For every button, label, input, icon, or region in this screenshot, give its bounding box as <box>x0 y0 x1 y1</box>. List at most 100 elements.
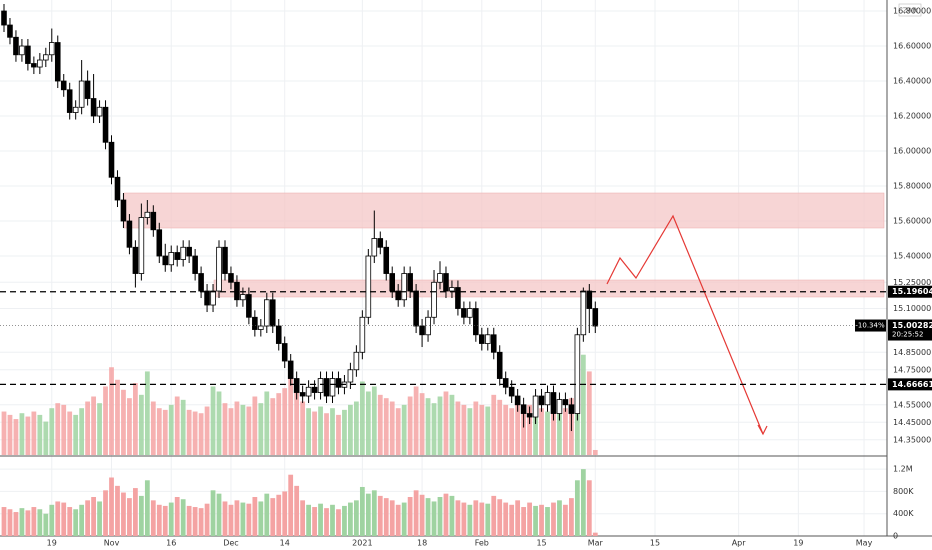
candle-body <box>365 255 372 318</box>
candle-body <box>562 399 569 406</box>
candle-body <box>210 290 216 306</box>
volume-bar <box>401 502 407 536</box>
volume-bar <box>156 504 162 536</box>
volume-bar-overlay <box>521 411 527 455</box>
volume-bar <box>574 480 580 536</box>
candle-body <box>275 325 282 344</box>
volume-bar-overlay <box>359 381 365 455</box>
candle-body <box>538 395 545 406</box>
volume-bar-overlay <box>43 421 49 455</box>
level-tag <box>888 285 932 298</box>
volume-bar <box>97 501 102 536</box>
volume-bar <box>180 499 186 536</box>
candle-body <box>389 273 396 292</box>
volume-bar <box>353 500 359 536</box>
volume-bar <box>73 509 79 536</box>
volume-bar <box>162 505 168 536</box>
x-tick-label: 19 <box>793 539 803 548</box>
candle-body <box>401 273 407 301</box>
candle-body <box>78 80 85 108</box>
volume-bar <box>198 508 204 536</box>
volume-bar-overlay <box>288 363 294 455</box>
volume-bar-overlay <box>503 404 509 455</box>
volume-bar <box>413 490 419 536</box>
volume-bar <box>121 492 126 536</box>
candle-body <box>132 246 139 274</box>
volume-bar <box>1 507 7 536</box>
volume-bar <box>43 513 49 536</box>
y-tick-label: 16.40000 <box>893 77 931 86</box>
volume-tick-label: 0 <box>893 532 898 541</box>
volume-bar <box>539 504 544 536</box>
y-tick-label: 16.80000 <box>893 7 931 16</box>
volume-bar-overlay <box>252 396 258 455</box>
zones <box>123 192 885 298</box>
volume-bar-overlay <box>509 408 515 455</box>
candle-body <box>568 404 575 414</box>
candle-body <box>502 378 509 388</box>
volume-bar-overlay <box>180 399 186 455</box>
volume-bar-overlay <box>371 386 377 455</box>
candle-body <box>1 10 7 26</box>
volume-bar <box>216 493 222 536</box>
volume-bar-overlay <box>419 393 425 455</box>
volume-bar-overlay <box>198 413 204 455</box>
candle-body <box>234 281 240 301</box>
volume-bar <box>234 500 240 536</box>
y-tick-label: 15.80000 <box>893 182 931 191</box>
candle-body <box>443 273 449 292</box>
change-tag <box>855 319 886 332</box>
volume-bar <box>204 503 210 536</box>
volume-bar-overlay <box>586 371 592 455</box>
volume-bar-overlay <box>300 401 306 455</box>
volume-bar-overlay <box>121 389 126 455</box>
volume-bar <box>365 493 371 536</box>
volume-bar <box>557 500 562 536</box>
level-tag <box>888 378 932 391</box>
candle-body <box>168 252 175 266</box>
candle-body <box>126 220 133 248</box>
volume-bar <box>25 510 31 536</box>
volume-bar-overlay <box>49 408 55 455</box>
volume-bar-overlay <box>73 414 79 455</box>
volume-bar-overlay <box>515 401 521 455</box>
volume-bar-overlay <box>461 404 467 455</box>
candle-body <box>246 294 252 318</box>
volume-bar <box>563 504 568 536</box>
volume-bar-overlay <box>455 401 461 455</box>
candle-body <box>144 211 151 218</box>
volume-bar <box>246 503 252 536</box>
candle-body <box>359 316 366 353</box>
volume-bar <box>383 498 389 536</box>
x-tick-label: Dec <box>223 539 238 548</box>
candle-body <box>461 308 467 318</box>
candle-body <box>54 42 61 82</box>
volume-bar-overlay <box>204 406 210 455</box>
volume-bar-overlay <box>1 411 7 455</box>
candle-body <box>484 334 491 344</box>
candle-body <box>496 351 503 379</box>
candle-body <box>526 413 533 418</box>
volume-bar-overlay <box>264 391 270 455</box>
volume-bar <box>168 502 174 536</box>
candle-body <box>490 334 497 353</box>
candle-body <box>138 217 145 274</box>
volume-bar <box>192 507 198 536</box>
volume-bar-overlay <box>133 383 138 455</box>
change-label: -10.34% <box>855 322 885 330</box>
last-price-label: 15.00282 <box>892 321 932 330</box>
volume-bar <box>551 502 556 536</box>
candle-body <box>520 404 527 414</box>
volume-bar-overlay <box>156 408 162 455</box>
volume-bar <box>174 497 180 536</box>
candle-body <box>514 395 521 406</box>
volume-tick-label: 800K <box>893 487 914 496</box>
candle-body <box>305 386 312 397</box>
volume-bar-overlay <box>210 386 216 455</box>
candle-body <box>574 334 581 414</box>
volume-bar-overlay <box>395 408 401 455</box>
volume-bar-overlay <box>348 404 353 455</box>
candle-body <box>37 59 43 68</box>
volume-bar-overlay <box>168 404 174 455</box>
